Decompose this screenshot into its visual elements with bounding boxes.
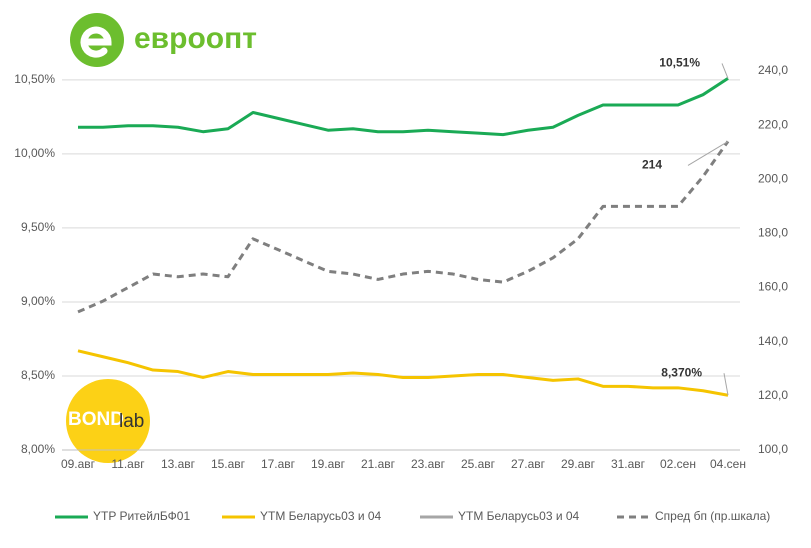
x-tick-label: 27.авг — [511, 457, 546, 471]
series-line — [77, 349, 729, 397]
legend-label: YTM Беларусь03 и 04 — [260, 509, 382, 523]
x-tick-label: 31.авг — [611, 457, 646, 471]
y2-tick-label: 140,0 — [758, 334, 788, 348]
x-tick-label: 09.авг — [61, 457, 96, 471]
y2-tick-label: 220,0 — [758, 117, 788, 131]
watermark: BOND lab — [66, 379, 150, 463]
y-tick-label: 10,50% — [14, 72, 55, 86]
label-leader — [687, 140, 729, 166]
x-tick-label: 17.авг — [261, 457, 296, 471]
data-label: 8,370% — [661, 365, 702, 379]
y-tick-label: 10,00% — [14, 146, 55, 160]
y-tick-label: 8,50% — [21, 368, 55, 382]
legend-label: YTP РитейлБФ01 — [93, 509, 190, 523]
x-tick-label: 04.сен — [710, 457, 746, 471]
x-tick-label: 23.авг — [411, 457, 446, 471]
brand-logo: евроопт — [70, 13, 257, 67]
data-label: 10,51% — [659, 56, 700, 70]
watermark-light: lab — [119, 411, 144, 432]
x-tick-label: 21.авг — [361, 457, 396, 471]
x-tick-label: 15.авг — [211, 457, 246, 471]
y2-tick-label: 240,0 — [758, 63, 788, 77]
data-label: 214 — [642, 158, 662, 172]
y2-tick-label: 200,0 — [758, 171, 788, 185]
y-tick-label: 8,00% — [21, 442, 55, 456]
series-line — [77, 140, 730, 314]
series-line — [78, 77, 729, 137]
x-tick-label: 11.авг — [111, 457, 145, 471]
y2-tick-label: 160,0 — [758, 280, 788, 294]
y2-tick-label: 120,0 — [758, 388, 788, 402]
x-tick-label: 25.авг — [461, 457, 496, 471]
legend-label: Спред бп (пр.шкала) — [655, 509, 770, 523]
x-tick-label: 02.сен — [660, 457, 696, 471]
x-tick-label: 19.авг — [311, 457, 346, 471]
y2-tick-label: 180,0 — [758, 226, 788, 240]
label-leader — [723, 373, 729, 396]
brand-name: евроопт — [134, 22, 257, 55]
x-tick-label: 13.авг — [161, 457, 196, 471]
legend-label: YTM Беларусь03 и 04 — [458, 509, 580, 523]
y-tick-label: 9,00% — [21, 294, 55, 308]
x-tick-label: 29.авг — [561, 457, 596, 471]
watermark-bold: BOND — [68, 409, 124, 430]
label-leader — [721, 63, 729, 79]
watermark-circle — [66, 379, 150, 463]
logo-e — [80, 26, 112, 58]
y-tick-label: 9,50% — [21, 220, 55, 234]
y2-tick-label: 100,0 — [758, 442, 788, 456]
